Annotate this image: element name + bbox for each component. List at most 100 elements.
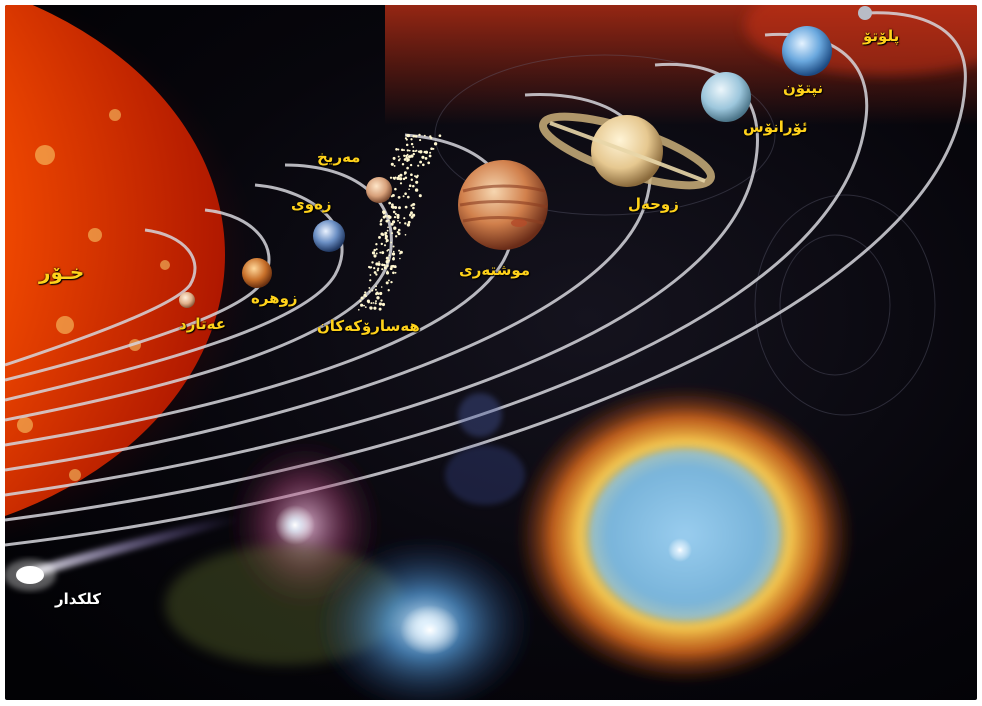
- asteroid-dot: [385, 260, 389, 264]
- asteroid-dot: [402, 195, 405, 198]
- asteroid-dot: [375, 248, 378, 251]
- asteroid-dot: [385, 271, 390, 275]
- asteroid-dot: [370, 266, 373, 269]
- asteroid-dot: [418, 194, 422, 198]
- asteroid-dot: [384, 234, 388, 239]
- asteroid-dot: [405, 154, 408, 158]
- asteroid-dot: [381, 263, 384, 267]
- asteroid-dot: [372, 302, 375, 304]
- asteroid-dot: [412, 206, 415, 210]
- asteroid-dot: [408, 149, 411, 152]
- asteroid-dot: [357, 308, 360, 311]
- saturn-label: زوحەل: [628, 195, 679, 213]
- asteroid-dot: [397, 228, 401, 232]
- asteroid-dot: [390, 280, 393, 284]
- solar-system-illustration: [5, 5, 977, 700]
- asteroid-dot: [390, 241, 393, 244]
- asteroid-dot: [412, 134, 416, 138]
- asteroid-dot: [403, 217, 406, 220]
- asteroid-dot: [385, 256, 389, 260]
- asteroid-dot: [369, 306, 373, 310]
- asteroid-dot: [404, 233, 407, 236]
- asteroid-dot: [412, 202, 416, 206]
- asteroid-dot: [405, 143, 409, 147]
- asteroid-dot: [414, 188, 419, 192]
- asteroid-dot: [370, 302, 373, 305]
- asteroid-dot: [377, 262, 381, 266]
- asteroid-dot: [385, 281, 389, 285]
- asteroid-dot: [376, 291, 379, 294]
- asteroid-dot: [364, 291, 367, 294]
- asteroid-dot: [380, 242, 383, 246]
- asteroid-dot: [394, 187, 397, 191]
- asteroid-dot: [381, 251, 385, 255]
- asteroid-dot: [419, 150, 423, 154]
- asteroid-dot: [395, 148, 398, 151]
- asteroid-dot: [380, 218, 383, 221]
- asteroid-dot: [398, 249, 401, 252]
- asteroid-dot: [399, 257, 401, 260]
- asteroid-dot: [392, 156, 396, 160]
- asteroid-dot: [379, 291, 383, 296]
- asteroid-dot: [391, 205, 395, 209]
- asteroid-dot: [427, 161, 431, 165]
- asteroid-dot: [397, 148, 400, 151]
- asteroid-dot: [397, 196, 401, 199]
- asteroid-dot: [404, 173, 406, 175]
- asteroid-dot: [414, 135, 418, 138]
- asteroid-dot: [377, 267, 380, 270]
- asteroid-dot: [373, 266, 376, 270]
- asteroid-dot: [410, 178, 413, 181]
- asteroid-dot: [412, 146, 415, 148]
- asteroid-dot: [371, 289, 374, 292]
- asteroid-dot: [432, 147, 435, 150]
- asteroid-dot: [379, 251, 382, 254]
- asteroid-dot: [387, 289, 390, 292]
- asteroid-dot: [380, 286, 383, 288]
- asteroid-dot: [360, 296, 364, 300]
- asteroid-dot: [374, 307, 377, 310]
- asteroid-dot: [410, 211, 413, 215]
- asteroid-dot: [374, 302, 377, 305]
- asteroid-dot: [408, 188, 410, 191]
- asteroid-dot: [387, 248, 390, 251]
- asteroid-dot: [403, 149, 405, 152]
- mars-label: مەریخ: [317, 148, 361, 166]
- asteroid-dot: [410, 204, 413, 207]
- asteroid-dot: [397, 174, 401, 178]
- asteroid-dot: [385, 240, 388, 243]
- jupiter-label: موشتەری: [459, 261, 531, 279]
- asteroid-dot: [389, 176, 393, 179]
- asteroid-dot: [393, 215, 397, 219]
- asteroid-dot: [388, 215, 392, 219]
- asteroid-dot: [404, 222, 407, 225]
- asteroid-dot: [406, 166, 409, 170]
- asteroid-dot: [406, 159, 409, 163]
- mercury-label: عەتارد: [179, 315, 226, 333]
- asteroids-label: هەسارۆکەکان: [317, 317, 420, 335]
- asteroid-dot: [387, 219, 390, 222]
- asteroid-dot: [383, 244, 387, 247]
- asteroid-dot: [375, 273, 378, 276]
- asteroid-dot: [390, 162, 394, 166]
- asteroid-dot: [429, 151, 432, 154]
- asteroid-dot: [403, 158, 407, 161]
- asteroid-dot: [405, 138, 408, 141]
- asteroid-dot: [375, 243, 378, 246]
- earth-label: زەوی: [291, 195, 332, 213]
- sun-label: خـۆر: [39, 260, 85, 284]
- asteroid-dot: [401, 163, 405, 166]
- asteroid-dot: [399, 252, 401, 255]
- asteroid-dot: [368, 290, 371, 293]
- asteroid-dot: [396, 176, 400, 181]
- asteroid-dot: [375, 300, 377, 303]
- asteroid-dot: [406, 133, 411, 138]
- asteroid-dot: [407, 220, 411, 224]
- asteroid-dot: [405, 156, 408, 159]
- asteroid-dot: [438, 134, 442, 138]
- asteroid-dot: [381, 268, 384, 271]
- asteroid-dot: [373, 248, 376, 252]
- asteroid-dot: [399, 182, 403, 185]
- asteroid-dot: [410, 138, 413, 141]
- asteroid-dot: [412, 184, 415, 188]
